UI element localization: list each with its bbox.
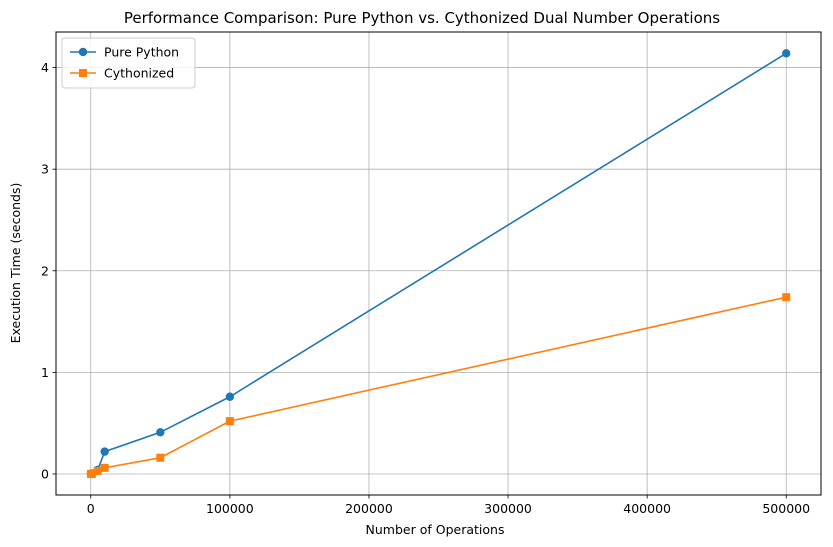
legend-pure-python-label: Pure Python	[104, 45, 179, 60]
cythonized-point	[100, 463, 109, 472]
x-axis-ticks: 0 100000 200000 300000 400000 500000	[87, 495, 810, 516]
x-tick-label: 0	[87, 501, 95, 516]
grid	[56, 32, 821, 495]
x-tick-label: 100000	[206, 501, 254, 516]
legend-box	[61, 37, 196, 89]
cythonized-line	[90, 296, 787, 475]
x-tick-label: 400000	[623, 501, 671, 516]
y-tick-label: 4	[41, 60, 49, 75]
y-tick-label: 1	[41, 365, 49, 380]
pure-python-point	[225, 392, 235, 401]
series-group	[86, 49, 791, 479]
x-axis-label: Number of Operations	[366, 522, 505, 537]
x-tick-label: 200000	[345, 501, 393, 516]
pure-python-point	[156, 428, 165, 437]
y-tick-label: 0	[41, 466, 49, 481]
cythonized-point	[782, 293, 791, 302]
pure-python-point	[782, 49, 791, 58]
y-axis-label: Execution Time (seconds)	[8, 183, 23, 344]
y-axis-ticks: 0 1 2 3 4	[41, 60, 56, 481]
legend-pure-python-marker	[78, 47, 88, 57]
y-tick-label: 2	[41, 263, 49, 278]
cythonized-point	[225, 417, 234, 426]
cythonized-point	[93, 466, 102, 475]
x-tick-label: 300000	[484, 501, 532, 516]
chart-title: Performance Comparison: Pure Python vs. …	[124, 9, 720, 27]
legend-cythonized-label: Cythonized	[104, 66, 174, 81]
cythonized-point	[156, 453, 165, 462]
plot-frame	[55, 31, 822, 496]
legend-cythonized-marker	[79, 69, 87, 77]
x-tick-label: 500000	[762, 501, 810, 516]
pure-python-point	[100, 447, 109, 456]
y-tick-label: 3	[41, 162, 49, 177]
legend: Pure Python Cythonized	[61, 37, 196, 89]
cythonized-point	[88, 469, 97, 478]
pure-python-line	[90, 52, 787, 475]
